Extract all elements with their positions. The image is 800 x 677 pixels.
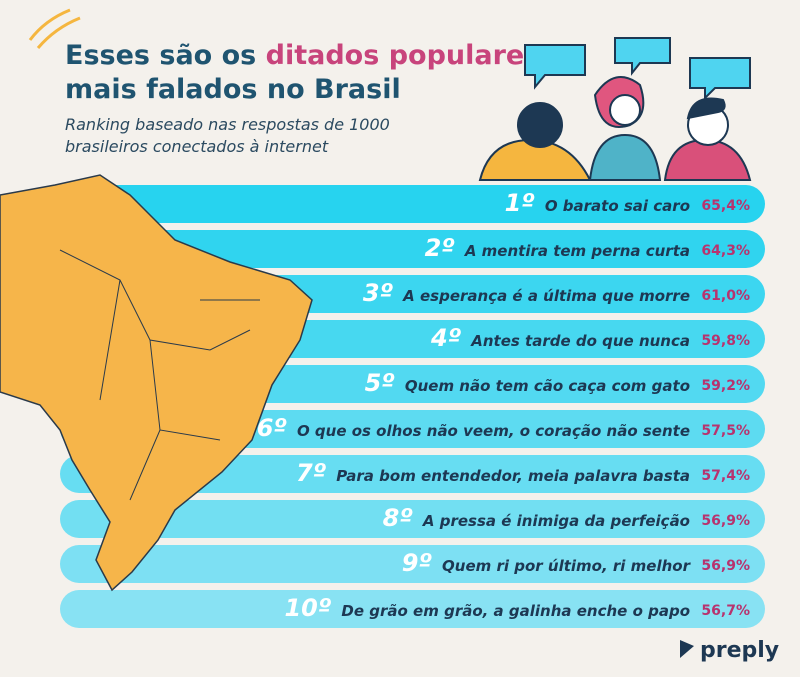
ranking-bar (60, 230, 765, 268)
percentage: 56,9% (701, 513, 750, 529)
saying: De grão em grão, a galinha enche o papo (341, 602, 690, 620)
saying: Quem não tem cão caça com gato (405, 377, 690, 395)
saying: O que os olhos não veem, o coração não s… (297, 422, 690, 440)
ranking-row: 5º Quem não tem cão caça com gato (365, 369, 690, 397)
saying: O barato sai caro (545, 197, 690, 215)
percentage: 57,5% (701, 423, 750, 439)
saying: A mentira tem perna curta (464, 242, 690, 260)
percentage: 56,9% (701, 558, 750, 574)
rank: 9º (402, 549, 433, 577)
rank: 4º (430, 324, 462, 352)
percentage: 59,2% (701, 378, 750, 394)
decoration (28, 8, 81, 49)
percentage: 65,4% (701, 198, 750, 214)
percentage: 61,0% (701, 288, 750, 304)
rank: 7º (296, 459, 327, 487)
subtitle: brasileiros conectados à internet (65, 137, 329, 156)
saying: A pressa é inimiga da perfeição (422, 512, 690, 530)
map-borders (59, 249, 260, 501)
ranking-row: 1º O barato sai caro (505, 189, 690, 217)
percentage: 56,7% (701, 603, 750, 619)
rank: 8º (383, 504, 414, 532)
ranking-row: 8º A pressa é inimiga da perfeição (383, 504, 690, 532)
saying: Antes tarde do que nunca (470, 332, 690, 350)
title-part: Esses são os (65, 40, 266, 71)
percentage: 59,8% (701, 333, 750, 349)
logo-text: preply (700, 638, 779, 663)
ranking-row: 3º A esperança é a última que morre (363, 279, 690, 307)
title-highlight: ditados populares (266, 40, 541, 71)
rank: 1º (505, 189, 536, 217)
logo[interactable]: preply (680, 638, 779, 663)
brazil-map (0, 174, 313, 592)
ranking-bar (60, 545, 765, 583)
ranking-bar (60, 455, 765, 493)
title: Esses são os ditados populares (65, 40, 540, 71)
ranking-row: 4º Antes tarde do que nunca (430, 324, 690, 352)
ranking-bar (60, 590, 765, 628)
saying: Para bom entendedor, meia palavra basta (336, 467, 690, 485)
subtitle: Ranking baseado nas respostas de 1000 (65, 115, 390, 134)
rank: 3º (363, 279, 394, 307)
illustration (478, 37, 752, 181)
ranking-row: 6º O que os olhos não veem, o coração não… (257, 414, 690, 442)
rank: 6º (257, 414, 288, 442)
ranking-row: 10º De grão em grão, a galinha enche o pa… (284, 594, 690, 622)
rank: 2º (425, 234, 456, 262)
ranking-row: 2º A mentira tem perna curta (425, 234, 690, 262)
saying: A esperança é a última que morre (402, 287, 690, 305)
ranking-row: 9º Quem ri por último, ri melhor (402, 549, 692, 577)
ranking-bar (60, 500, 765, 538)
ranking-row: 7º Para bom entendedor, meia palavra bast… (296, 459, 690, 487)
ranking-bar (60, 185, 765, 223)
rank: 5º (365, 369, 396, 397)
saying: Quem ri por último, ri melhor (442, 557, 692, 575)
rank: 10º (284, 594, 331, 622)
logo-icon (680, 640, 694, 658)
title-line: mais falados no Brasil (65, 74, 401, 105)
percentage: 64,3% (701, 243, 750, 259)
percentage: 57,4% (701, 468, 750, 484)
